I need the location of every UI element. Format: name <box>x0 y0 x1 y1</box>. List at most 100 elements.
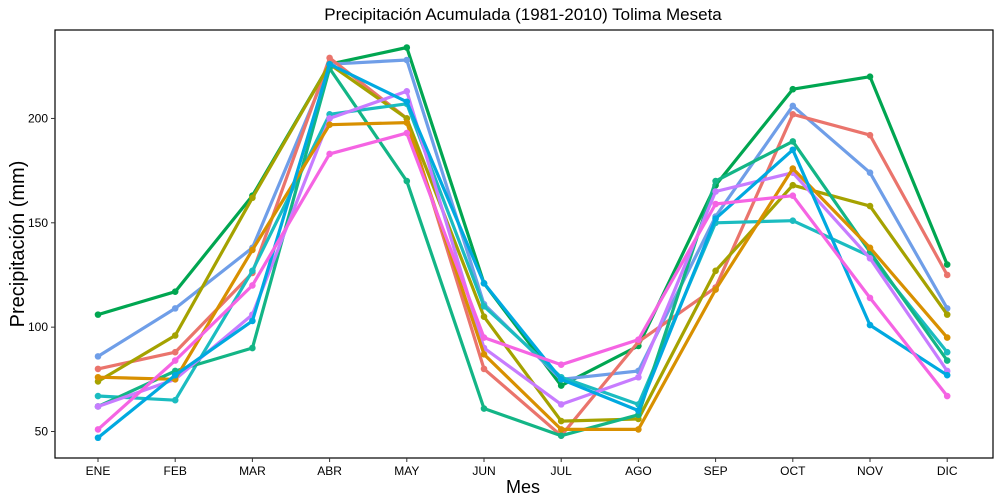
data-point <box>249 194 256 202</box>
data-point <box>866 202 874 210</box>
x-tick-label: ENE <box>86 464 111 478</box>
x-tick-label: DIC <box>937 464 958 478</box>
y-tick-label: 150 <box>28 216 48 230</box>
data-point <box>789 85 797 93</box>
chart-title: Precipitación Acumulada (1981-2010) Toli… <box>324 5 722 24</box>
data-point <box>480 334 488 341</box>
data-point <box>94 403 102 410</box>
x-tick-label: JUN <box>472 464 495 478</box>
data-point <box>712 177 719 185</box>
axes: 50 100 150 200 ENE FEB MAR ABR MAY JUN JUL AGO SEP OC… <box>28 111 958 478</box>
x-tick-label: OCT <box>780 464 806 478</box>
y-tick-label: 200 <box>28 111 48 125</box>
series-6 <box>94 65 951 439</box>
series-group <box>94 44 951 442</box>
data-point <box>480 313 488 321</box>
data-point <box>249 344 256 352</box>
data-point <box>249 246 256 254</box>
data-point <box>94 353 102 360</box>
data-point <box>171 288 179 295</box>
y-tick-label: 50 <box>35 425 49 439</box>
data-point <box>94 426 102 433</box>
data-point <box>480 365 488 373</box>
data-point <box>866 244 874 252</box>
data-point <box>403 119 411 126</box>
x-tick-label: JUL <box>551 464 573 478</box>
data-point <box>866 254 874 262</box>
series-9 <box>94 60 951 442</box>
data-point <box>943 311 951 318</box>
data-point <box>249 282 256 289</box>
series-line <box>96 62 949 440</box>
plot-panel-border <box>54 29 994 459</box>
x-tick-label: AGO <box>625 464 652 478</box>
x-tick-label: SEP <box>704 464 728 478</box>
data-point <box>557 401 565 408</box>
series-line <box>96 89 949 409</box>
data-point <box>866 73 874 81</box>
y-axis-title: Precipitación (mm) <box>7 161 29 328</box>
data-point <box>480 280 488 287</box>
data-point <box>94 311 102 318</box>
data-point <box>712 286 719 293</box>
data-point <box>403 98 411 106</box>
data-point <box>866 321 874 329</box>
data-point <box>789 110 797 118</box>
data-point <box>403 177 411 185</box>
series-line <box>96 45 949 388</box>
data-point <box>712 200 719 208</box>
data-point <box>789 138 797 145</box>
x-tick-label: MAY <box>394 464 419 478</box>
series-line <box>96 56 949 438</box>
data-point <box>789 192 797 199</box>
data-point <box>326 54 333 62</box>
data-point <box>171 371 179 379</box>
data-point <box>94 373 102 381</box>
y-tick-label: 100 <box>28 320 48 334</box>
x-tick-label: MAR <box>239 464 266 478</box>
data-point <box>635 373 642 381</box>
data-point <box>326 115 333 122</box>
data-point <box>789 181 797 189</box>
data-point <box>94 365 102 373</box>
data-point <box>326 121 333 129</box>
data-point <box>557 361 565 369</box>
data-point <box>171 332 179 339</box>
data-point <box>789 102 797 110</box>
data-point <box>480 405 488 412</box>
data-point <box>943 348 951 356</box>
x-tick-label: ABR <box>317 464 342 478</box>
data-point <box>789 217 797 225</box>
data-point <box>712 188 719 195</box>
data-point <box>94 392 102 400</box>
x-tick-label: NOV <box>857 464 883 478</box>
data-point <box>557 417 565 425</box>
data-point <box>712 267 719 275</box>
data-point <box>866 131 874 139</box>
data-point <box>403 129 411 137</box>
data-point <box>789 165 797 172</box>
x-tick-label: FEB <box>164 464 187 478</box>
data-point <box>557 382 565 389</box>
data-point <box>712 215 719 222</box>
data-point <box>943 261 951 268</box>
x-axis-title: Mes <box>506 477 540 497</box>
data-point <box>557 376 565 383</box>
data-point <box>480 302 488 310</box>
data-point <box>943 392 951 400</box>
data-point <box>635 407 642 414</box>
series-line <box>96 66 949 438</box>
series-line <box>96 131 949 431</box>
data-point <box>557 432 565 439</box>
data-point <box>403 56 411 64</box>
data-point <box>171 348 179 356</box>
data-point <box>635 426 642 433</box>
data-point <box>943 334 951 341</box>
series-line <box>96 102 949 406</box>
data-point <box>866 169 874 177</box>
data-point <box>866 294 874 302</box>
data-point <box>171 305 179 312</box>
series-10 <box>94 129 951 433</box>
